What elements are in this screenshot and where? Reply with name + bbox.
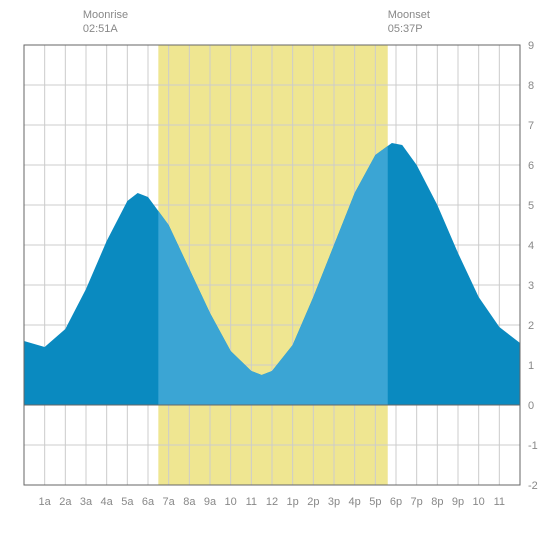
svg-text:3: 3 bbox=[528, 280, 534, 292]
svg-text:10: 10 bbox=[225, 496, 237, 508]
svg-text:4a: 4a bbox=[101, 496, 114, 508]
svg-text:10: 10 bbox=[473, 496, 485, 508]
svg-text:1a: 1a bbox=[39, 496, 52, 508]
chart-svg: -2-101234567891a2a3a4a5a6a7a8a9a1011121p… bbox=[0, 0, 550, 550]
moonrise-time: 02:51A bbox=[83, 23, 118, 35]
tide-chart: Moonrise 02:51A Moonset 05:37P -2-101234… bbox=[0, 0, 550, 550]
svg-text:0: 0 bbox=[528, 400, 534, 412]
moonrise-header: Moonrise 02:51A bbox=[83, 8, 128, 37]
svg-text:4: 4 bbox=[528, 240, 534, 252]
svg-text:-2: -2 bbox=[528, 480, 538, 492]
svg-text:9a: 9a bbox=[204, 496, 217, 508]
svg-text:2p: 2p bbox=[307, 496, 319, 508]
svg-text:11: 11 bbox=[494, 496, 505, 508]
svg-text:12: 12 bbox=[266, 496, 278, 508]
svg-text:2a: 2a bbox=[59, 496, 72, 508]
svg-text:2: 2 bbox=[528, 320, 534, 332]
svg-text:9p: 9p bbox=[452, 496, 464, 508]
svg-text:-1: -1 bbox=[528, 440, 538, 452]
svg-text:5a: 5a bbox=[121, 496, 134, 508]
svg-text:6p: 6p bbox=[390, 496, 402, 508]
moonrise-label: Moonrise bbox=[83, 9, 128, 21]
svg-text:1: 1 bbox=[528, 360, 534, 372]
svg-text:6a: 6a bbox=[142, 496, 155, 508]
svg-text:7: 7 bbox=[528, 120, 534, 132]
svg-text:4p: 4p bbox=[349, 496, 361, 508]
moonset-header: Moonset 05:37P bbox=[388, 8, 430, 37]
svg-text:6: 6 bbox=[528, 160, 534, 172]
svg-text:5p: 5p bbox=[369, 496, 381, 508]
moonset-time: 05:37P bbox=[388, 23, 423, 35]
svg-text:8p: 8p bbox=[431, 496, 443, 508]
svg-text:1p: 1p bbox=[287, 496, 299, 508]
svg-text:3p: 3p bbox=[328, 496, 340, 508]
svg-text:7a: 7a bbox=[163, 496, 176, 508]
svg-text:7p: 7p bbox=[411, 496, 423, 508]
svg-text:3a: 3a bbox=[80, 496, 93, 508]
svg-text:11: 11 bbox=[246, 496, 257, 508]
svg-text:8a: 8a bbox=[183, 496, 196, 508]
moonset-label: Moonset bbox=[388, 9, 430, 21]
svg-text:8: 8 bbox=[528, 80, 534, 92]
svg-text:5: 5 bbox=[528, 200, 534, 212]
svg-text:9: 9 bbox=[528, 40, 534, 52]
